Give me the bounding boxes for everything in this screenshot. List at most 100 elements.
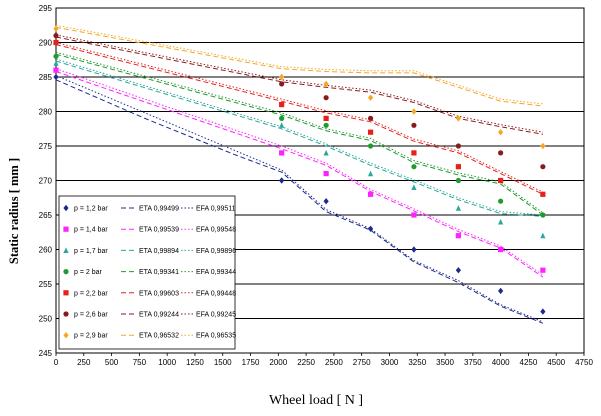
data-point-1 [367, 225, 374, 232]
legend-marker-1 [63, 204, 69, 212]
legend-box [58, 195, 236, 350]
fit-curves [55, 24, 544, 324]
legend-efa-label-3: EFA 0,99896 [196, 248, 236, 255]
plot-border [55, 7, 585, 354]
legend-marker-5 [63, 290, 69, 296]
x-tick-label: 0 [54, 358, 59, 367]
data-point-5 [53, 39, 59, 46]
data-point-5 [411, 150, 417, 156]
y-tick-label: 260 [39, 246, 53, 255]
legend-efa-label-1: EFA 0,99511 [196, 206, 236, 213]
x-tick-label: 3250 [408, 358, 426, 367]
data-point-1 [498, 287, 504, 295]
efa-curve-7 [55, 24, 543, 105]
x-tick-label: 1750 [242, 358, 260, 367]
data-point-5 [367, 129, 374, 135]
legend-marker-2 [63, 226, 69, 232]
legend-label-3: p = 1,7 bar [74, 248, 108, 255]
data-point-3 [498, 218, 504, 225]
data-point-3 [367, 170, 374, 177]
x-axis-ticks: 0 250 500 750 1000 1250 1500 1750 2000 2250 2500 27… [54, 353, 593, 367]
data-point-7 [279, 73, 285, 81]
y-tick-label: 280 [39, 108, 53, 117]
legend-efa-label-2: EFA 0,99548 [196, 227, 236, 234]
data-point-2 [455, 233, 461, 239]
y-tick-label: 285 [39, 73, 53, 82]
data-point-7 [455, 115, 461, 122]
data-point-4 [498, 198, 504, 204]
legend-marker-3 [63, 247, 69, 253]
data-point-6 [411, 122, 417, 128]
data-point-5 [323, 115, 329, 121]
data-point-6 [367, 115, 374, 121]
x-tick-label: 1500 [214, 358, 232, 367]
x-tick-label: 4250 [520, 358, 538, 367]
x-tick-label: 3500 [436, 358, 454, 367]
efa-curve-6 [55, 34, 543, 133]
legend-marker-7 [63, 332, 69, 339]
eta-curve-4 [55, 53, 544, 216]
legend-label-5: p = 2,2 bar [74, 290, 108, 297]
data-point-2 [540, 267, 546, 273]
data-point-1 [53, 73, 59, 81]
data-point-6 [279, 81, 285, 87]
legend-eta-label-3: ETA 0,99894 [139, 248, 179, 255]
data-point-2 [279, 150, 285, 156]
legend-eta-label-6: ETA 0,99244 [139, 312, 179, 319]
legend-eta-label-4: ETA 0,99341 [139, 269, 179, 276]
data-point-3 [540, 232, 546, 239]
x-tick-label: 500 [105, 358, 119, 367]
legend-label-6: p = 2,6 bar [74, 312, 108, 319]
data-point-4 [323, 122, 329, 128]
data-point-5 [540, 191, 546, 197]
data-point-6 [498, 150, 504, 156]
data-point-6 [455, 143, 461, 149]
eta-curve-7 [55, 26, 543, 107]
x-tick-label: 3000 [381, 358, 399, 367]
data-point-1 [540, 308, 546, 315]
legend-efa-label-7: EFA 0,96535 [196, 333, 236, 340]
y-tick-label: 290 [39, 39, 53, 48]
data-point-1 [411, 246, 417, 253]
data-point-2 [411, 212, 417, 218]
data-point-2 [367, 191, 374, 197]
data-point-1 [323, 198, 329, 205]
y-tick-label: 270 [39, 177, 53, 186]
axes [55, 7, 585, 354]
eta-curve-2 [55, 71, 544, 278]
legend-efa-label-5: EFA 0,99448 [196, 290, 236, 297]
legend-eta-label-2: ETA 0,99539 [139, 227, 179, 234]
legend-efa-label-4: EFA 0,99344 [196, 269, 236, 276]
legend-eta-label-7: ETA 0,96532 [139, 333, 179, 340]
data-point-4 [53, 53, 59, 59]
legend-marker-6 [63, 311, 69, 317]
eta-curve-5 [55, 44, 544, 195]
x-tick-label: 1250 [186, 358, 204, 367]
legend-label-7: p = 2,9 bar [74, 333, 108, 340]
data-point-4 [279, 115, 285, 121]
data-point-5 [279, 102, 285, 108]
data-point-7 [498, 129, 504, 136]
efa-curve-5 [55, 42, 544, 193]
efa-curve-3 [55, 58, 543, 216]
legend: p = 1,2 bar ETA 0,99499 EFA 0,99511 p = 1,4… [58, 195, 236, 350]
y-tick-label: 275 [39, 142, 53, 151]
eta-curve-3 [55, 60, 543, 217]
data-point-7 [540, 142, 546, 150]
data-point-2 [498, 246, 504, 253]
data-point-3 [53, 60, 59, 66]
legend-label-1: p = 1,2 bar [74, 206, 108, 213]
legend-marker-4 [63, 269, 69, 275]
data-point-4 [540, 212, 546, 218]
data-point-4 [367, 143, 374, 149]
data-point-2 [323, 171, 329, 177]
y-tick-label: 265 [39, 211, 53, 220]
data-point-1 [455, 267, 461, 274]
data-points [53, 25, 546, 315]
data-point-6 [540, 164, 546, 170]
data-point-7 [323, 80, 329, 88]
data-point-7 [411, 108, 417, 115]
y-axis-ticks: 245 250 255 260 265 270 275 280 285 290 295 [39, 4, 53, 358]
data-point-3 [455, 205, 461, 211]
